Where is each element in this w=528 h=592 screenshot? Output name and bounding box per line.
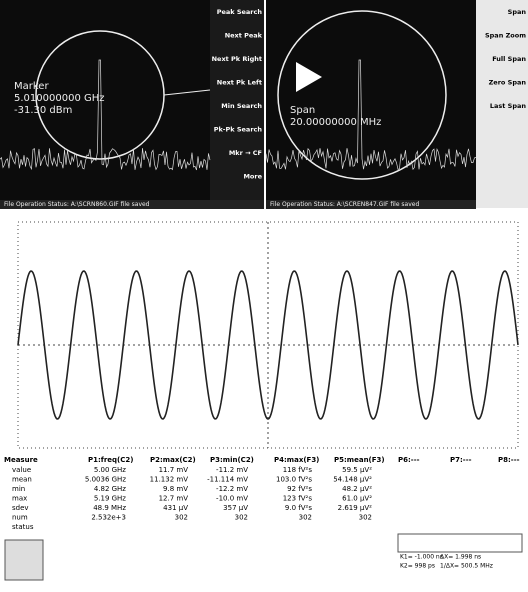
cursor-box (398, 534, 522, 552)
measure-value: 302 (235, 514, 248, 522)
measure-header: P8:--- (498, 456, 520, 464)
analyzer-screen (266, 0, 476, 208)
measure-value: 48.2 µV² (342, 485, 372, 493)
measure-value: 12.7 mV (159, 495, 189, 503)
measure-value: 54.148 µV² (333, 476, 372, 484)
measure-value: 2.532e+3 (91, 514, 126, 522)
measure-value: 9.0 fV²s (285, 504, 312, 512)
measure-value: 123 fV²s (283, 495, 313, 503)
measure-label: max (12, 495, 27, 503)
measure-value: 5.00 GHz (94, 466, 126, 474)
measure-header: P7:--- (450, 456, 472, 464)
cursor-readout: ΔX= 1.998 ns (440, 554, 481, 561)
cursor-readout: 1/ΔX= 500.5 MHz (440, 563, 493, 570)
measure-header: P5:mean(F3) (334, 456, 385, 464)
measure-value: 2.619 µV² (338, 504, 373, 512)
scope-grid (18, 222, 518, 448)
measure-value: 61.0 µV² (342, 495, 372, 503)
measure-value: 48.9 MHz (93, 504, 126, 512)
measure-value: 5.0036 GHz (85, 476, 126, 484)
softkey: More (243, 173, 262, 181)
measure-value: 357 µV (223, 504, 248, 512)
cursor-readout: K1= -1.000 ns (400, 554, 443, 561)
softkey: Span Zoom (485, 32, 526, 40)
measure-header: P4:max(F3) (274, 456, 319, 464)
measure-label: num (12, 514, 28, 522)
measure-value: -11.2 mV (216, 466, 248, 474)
marker-level: -31.30 dBm (14, 105, 72, 116)
page: Marker5.010000000 GHz-31.30 dBm File Oper… (0, 0, 528, 588)
measure-header: Measure (4, 456, 38, 464)
measure-value: 9.8 mV (163, 485, 188, 493)
softkey: Pk-Pk Search (214, 126, 263, 134)
measure-value: 302 (175, 514, 188, 522)
measure-header: P6:--- (398, 456, 420, 464)
softkey: Next Peak (225, 32, 263, 40)
measure-value: 118 fV²s (283, 466, 313, 474)
span-label: Span (290, 105, 315, 116)
measure-value: -10.0 mV (216, 495, 248, 503)
softkey: Full Span (492, 55, 526, 63)
measure-value: 4.82 GHz (94, 485, 126, 493)
measure-value: 103.0 fV²s (276, 476, 312, 484)
measure-value: -12.2 mV (216, 485, 248, 493)
softkey: Next Pk Left (217, 79, 262, 87)
marker-frequency: 5.010000000 GHz (14, 93, 105, 104)
softkey: Zero Span (489, 79, 527, 87)
measure-label: sdev (12, 504, 29, 512)
measure-value: 5.19 GHz (94, 495, 126, 503)
measure-header: P3:min(C2) (210, 456, 254, 464)
softkey: Span (508, 8, 527, 16)
measure-label: value (12, 466, 31, 474)
measure-header: P2:max(C2) (150, 456, 196, 464)
measure-label: mean (12, 476, 32, 484)
measure-value: 431 µV (163, 504, 188, 512)
measure-header: P1:freq(C2) (88, 456, 133, 464)
measure-value: 59.5 µV² (342, 466, 372, 474)
softkey: Next Pk Right (212, 55, 262, 63)
softkey: Peak Search (217, 8, 263, 16)
measure-label: min (12, 485, 25, 493)
softkey: Last Span (490, 102, 526, 110)
measure-value: 302 (359, 514, 372, 522)
thumbnail (5, 540, 43, 580)
status-text: File Operation Status: A:\SCREN847.GIF f… (270, 201, 419, 208)
measure-value: -11.114 mV (207, 476, 248, 484)
measure-value: 11.132 mV (150, 476, 189, 484)
span-value: 20.00000000 MHz (290, 117, 381, 128)
softkey: Min Search (221, 102, 262, 110)
marker-label: Marker (14, 81, 49, 92)
status-text: File Operation Status: A:\SCRN860.GIF fi… (4, 201, 150, 208)
softkey: Mkr → CF (229, 149, 262, 157)
measure-value: 92 fV²s (287, 485, 312, 493)
measure-label: status (12, 523, 34, 531)
cursor-readout: K2= 998 ps (400, 563, 435, 570)
measure-value: 302 (299, 514, 312, 522)
measure-value: 11.7 mV (159, 466, 189, 474)
